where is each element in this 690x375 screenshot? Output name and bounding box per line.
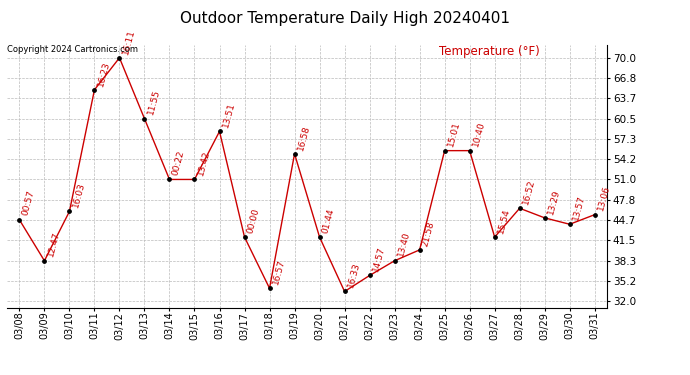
Point xyxy=(514,205,525,211)
Text: Outdoor Temperature Daily High 20240401: Outdoor Temperature Daily High 20240401 xyxy=(180,11,510,26)
Point xyxy=(364,273,375,279)
Text: Temperature (°F): Temperature (°F) xyxy=(439,45,540,58)
Text: 16:03: 16:03 xyxy=(71,182,86,209)
Text: 16:52: 16:52 xyxy=(521,178,536,206)
Text: 01:44: 01:44 xyxy=(321,207,336,234)
Text: 12:47: 12:47 xyxy=(46,231,61,258)
Text: 13:51: 13:51 xyxy=(221,101,236,129)
Point xyxy=(214,128,225,134)
Text: 16:57: 16:57 xyxy=(271,258,286,285)
Point xyxy=(389,258,400,264)
Point xyxy=(89,87,100,93)
Text: 10:40: 10:40 xyxy=(471,121,486,148)
Text: 13:42: 13:42 xyxy=(196,150,211,177)
Point xyxy=(239,234,250,240)
Text: 16:23: 16:23 xyxy=(96,60,111,87)
Point xyxy=(139,116,150,122)
Point xyxy=(564,221,575,227)
Point xyxy=(114,55,125,61)
Point xyxy=(314,234,325,240)
Point xyxy=(14,217,25,223)
Point xyxy=(439,148,450,154)
Text: 13:06: 13:06 xyxy=(596,184,611,212)
Text: 00:22: 00:22 xyxy=(171,150,186,177)
Text: 16:33: 16:33 xyxy=(346,261,362,289)
Point xyxy=(64,209,75,214)
Point xyxy=(539,215,550,221)
Point xyxy=(189,177,200,183)
Text: 16:11: 16:11 xyxy=(121,28,136,55)
Point xyxy=(339,288,350,294)
Point xyxy=(164,177,175,183)
Text: 13:29: 13:29 xyxy=(546,188,562,215)
Text: 00:00: 00:00 xyxy=(246,207,262,234)
Text: 11:55: 11:55 xyxy=(146,88,161,116)
Text: 16:58: 16:58 xyxy=(296,124,311,151)
Text: 15:54: 15:54 xyxy=(496,207,511,234)
Text: Copyright 2024 Cartronics.com: Copyright 2024 Cartronics.com xyxy=(7,45,138,54)
Point xyxy=(39,258,50,264)
Text: 13:40: 13:40 xyxy=(396,231,411,258)
Point xyxy=(414,247,425,253)
Point xyxy=(489,234,500,240)
Text: 00:57: 00:57 xyxy=(21,190,36,217)
Point xyxy=(289,151,300,157)
Text: 14:57: 14:57 xyxy=(371,246,386,273)
Text: 13:57: 13:57 xyxy=(571,194,586,222)
Text: 21:58: 21:58 xyxy=(421,220,436,247)
Text: 15:01: 15:01 xyxy=(446,120,462,148)
Point xyxy=(589,211,600,217)
Point xyxy=(464,148,475,154)
Point xyxy=(264,285,275,291)
